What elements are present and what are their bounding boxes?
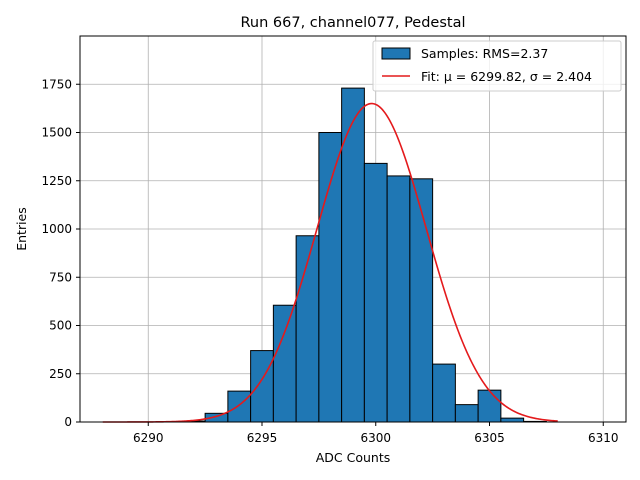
histogram-bar: [454, 404, 479, 423]
x-axis-label: ADC Counts: [316, 450, 391, 465]
legend-entry-samples: Samples: RMS=2.37: [421, 46, 548, 61]
histogram-bar: [500, 417, 525, 423]
y-tick-label: 1750: [41, 77, 72, 91]
x-tick-label: 6300: [360, 431, 391, 445]
x-tick-label: 6310: [588, 431, 619, 445]
histogram-bar: [386, 175, 411, 423]
y-tick-label: 1500: [41, 126, 72, 140]
histogram-bar: [432, 363, 456, 423]
x-tick-label: 6305: [474, 431, 505, 445]
legend-swatch-samples: [381, 47, 411, 60]
fit-curve-layer: [102, 102, 558, 423]
legend-box: [372, 40, 622, 92]
histogram-bar: [227, 390, 252, 423]
histogram-bar: [409, 178, 434, 423]
histogram-bar: [272, 304, 297, 423]
y-tick-label: 250: [49, 367, 72, 381]
legend: Samples: RMS=2.37 Fit: μ = 6299.82, σ = …: [372, 40, 622, 92]
x-tick-label: 6295: [247, 431, 278, 445]
fit-curve: [102, 102, 558, 423]
x-tick-label: 6290: [133, 431, 164, 445]
histogram-bar: [250, 350, 274, 423]
histogram-bar: [318, 132, 343, 423]
y-tick-label: 750: [49, 270, 72, 284]
y-tick-label: 1000: [41, 222, 72, 236]
axis-ticks: 6290 6295 6300 6305 6310 0 250 500 750 1000 1250 15…: [41, 77, 618, 445]
y-tick-label: 1250: [41, 174, 72, 188]
histogram-bar: [363, 162, 388, 423]
chart-title: Run 667, channel077, Pedestal: [240, 15, 465, 31]
y-tick-label: 0: [64, 415, 72, 429]
y-axis-label: Entries: [14, 207, 29, 251]
y-tick-label: 500: [49, 319, 72, 333]
legend-entry-fit: Fit: μ = 6299.82, σ = 2.404: [421, 69, 592, 84]
histogram-bar: [477, 389, 502, 423]
